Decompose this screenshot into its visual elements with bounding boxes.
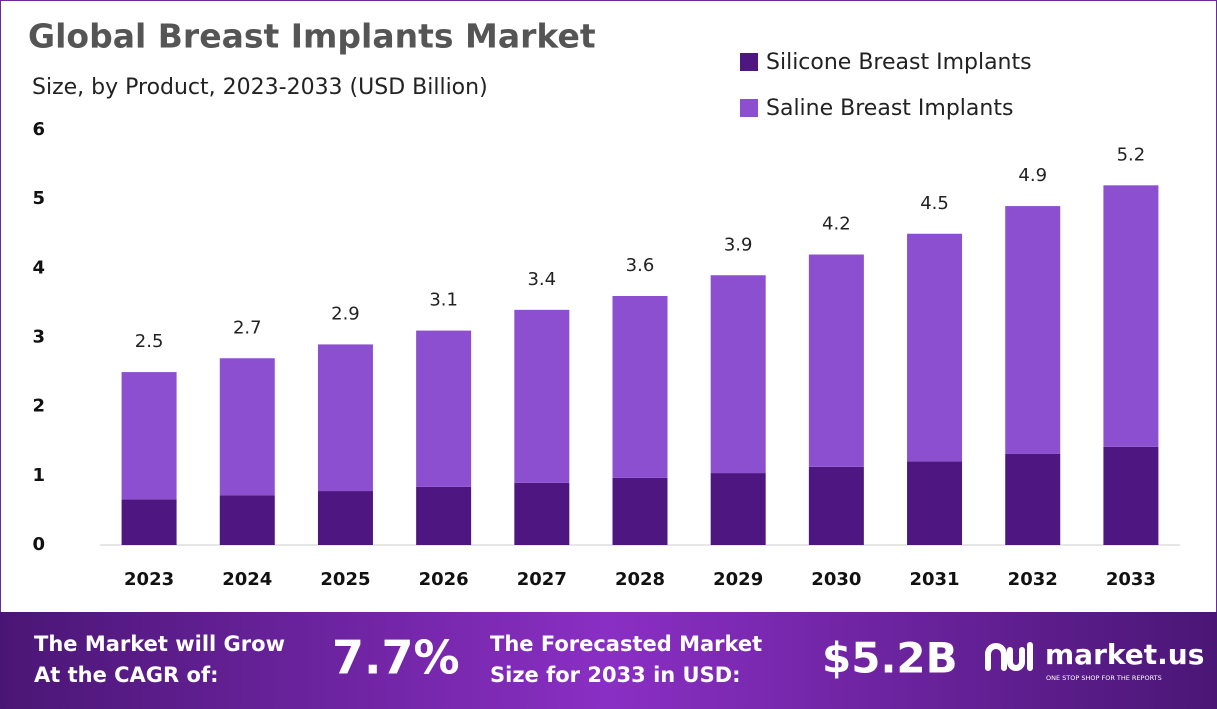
value-label: 2.5 (135, 331, 164, 352)
bar-segment (1103, 446, 1159, 545)
footer-cagr: 7.7% (332, 631, 460, 685)
x-tick-label: 2024 (222, 569, 272, 590)
x-tick-label: 2025 (320, 569, 370, 590)
value-label: 3.1 (429, 290, 458, 311)
y-tick-label: 2 (32, 396, 45, 417)
legend-swatch (740, 99, 758, 117)
x-tick-label: 2033 (1106, 569, 1156, 590)
value-label: 4.2 (822, 214, 851, 235)
legend-label: Silicone Breast Implants (766, 50, 1032, 75)
tagline: ONE STOP SHOP FOR THE REPORTS (1046, 674, 1162, 682)
bar-segment (416, 486, 472, 545)
footer-band (0, 612, 1217, 709)
value-label: 4.5 (920, 193, 949, 214)
value-label: 4.9 (1018, 165, 1047, 186)
y-tick-label: 3 (32, 327, 45, 348)
value-label: 3.6 (626, 255, 655, 276)
y-tick-label: 1 (32, 465, 45, 486)
value-label: 2.9 (331, 303, 360, 324)
bar-segment (219, 495, 275, 545)
footer-text: At the CAGR of: (34, 663, 219, 687)
x-tick-label: 2032 (1008, 569, 1058, 590)
chart-subtitle: Size, by Product, 2023-2033 (USD Billion… (32, 75, 488, 100)
footer-text: Size for 2033 in USD: (490, 663, 741, 687)
bar-segment (1005, 206, 1061, 454)
footer-forecast: $5.2B (822, 634, 958, 683)
logo (985, 642, 1033, 671)
bar-segment (1103, 185, 1159, 447)
bar-segment (808, 466, 864, 545)
bar-segment (121, 372, 177, 500)
bar-segment (317, 344, 373, 492)
y-tick-label: 4 (32, 257, 45, 278)
x-tick-label: 2029 (713, 569, 763, 590)
bar-segment (219, 358, 275, 496)
x-tick-label: 2027 (517, 569, 567, 590)
bar-segment (710, 275, 766, 474)
legend-swatch (740, 53, 758, 71)
y-tick-label: 5 (32, 188, 45, 209)
x-tick-label: 2030 (811, 569, 861, 590)
y-tick-label: 0 (32, 534, 45, 555)
bar-segment (710, 473, 766, 545)
bar-segment (808, 254, 864, 467)
chart-title: Global Breast Implants Market (28, 17, 596, 56)
value-label: 2.7 (233, 317, 262, 338)
legend-label: Saline Breast Implants (766, 96, 1013, 121)
value-label: 3.4 (527, 269, 556, 290)
footer-text: The Forecasted Market (490, 632, 762, 656)
x-tick-label: 2026 (419, 569, 469, 590)
bar-segment (612, 477, 668, 545)
y-tick-label: 6 (32, 119, 45, 140)
bar-segment (612, 296, 668, 478)
bar-segment (317, 491, 373, 545)
bar-segment (514, 309, 570, 483)
bar-segment (907, 461, 963, 545)
bar-segment (121, 499, 177, 545)
bar-segment (1005, 453, 1061, 545)
footer-text: The Market will Grow (34, 632, 285, 656)
bar-segment (907, 233, 963, 462)
bar-segment (514, 482, 570, 545)
value-label: 3.9 (724, 234, 753, 255)
x-tick-label: 2023 (124, 569, 174, 590)
x-tick-label: 2028 (615, 569, 665, 590)
bar-segment (416, 330, 472, 487)
x-tick-label: 2031 (909, 569, 959, 590)
brand: market.us (1045, 638, 1204, 671)
value-label: 5.2 (1117, 144, 1146, 165)
